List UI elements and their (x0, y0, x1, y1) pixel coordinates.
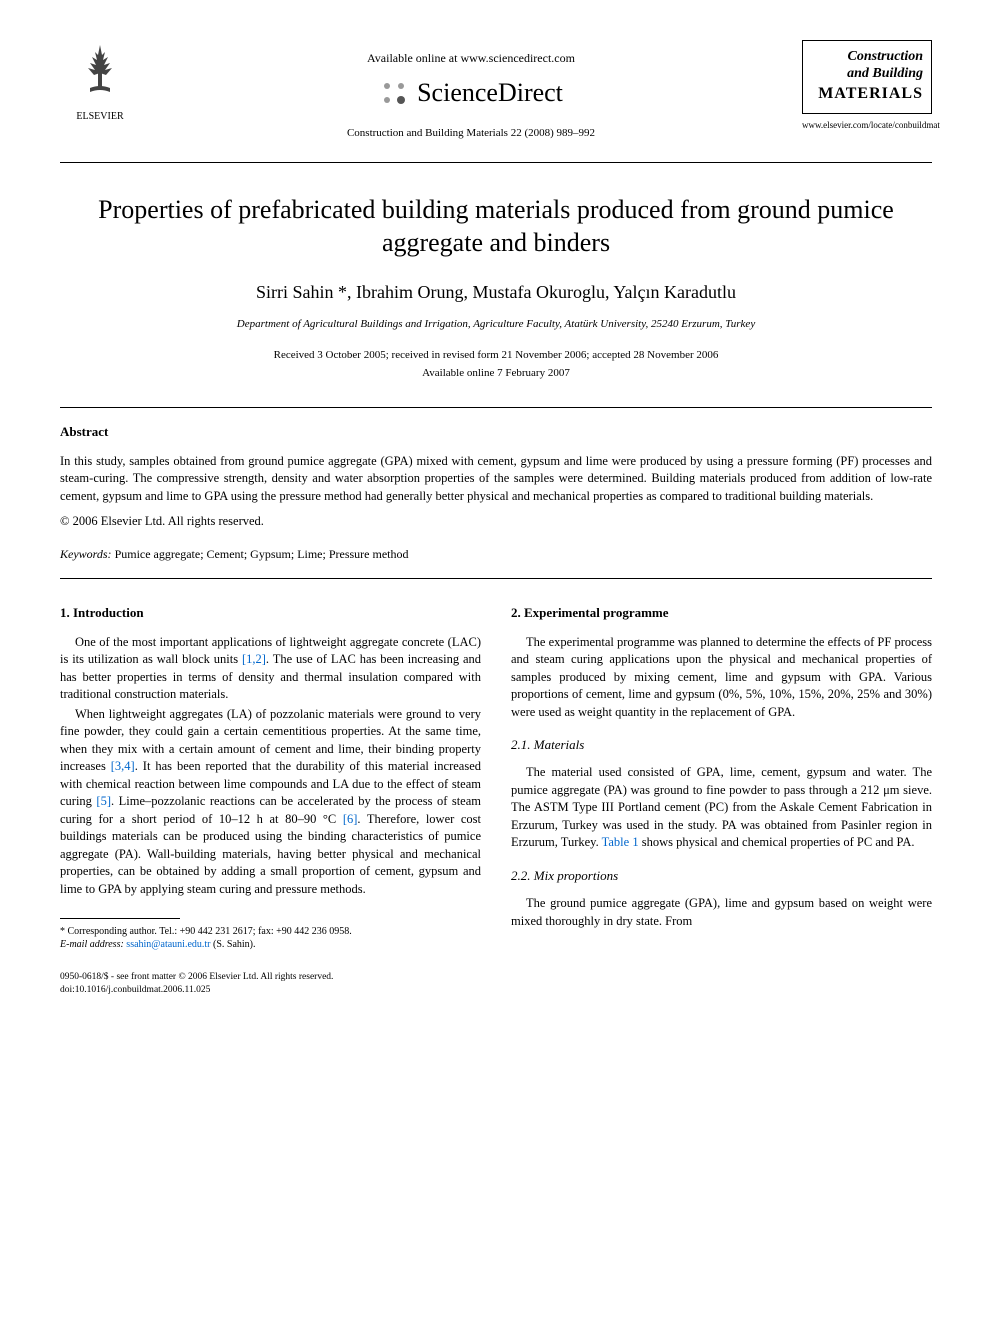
footnote-divider (60, 918, 180, 919)
mix-paragraph: The ground pumice aggregate (GPA), lime … (511, 895, 932, 930)
available-date: Available online 7 February 2007 (60, 366, 932, 381)
journal-reference: Construction and Building Materials 22 (… (140, 126, 802, 141)
elsevier-label: ELSEVIER (60, 110, 140, 124)
reference-link[interactable]: [1,2] (242, 652, 266, 666)
sciencedirect-text: ScienceDirect (417, 75, 563, 111)
abstract-heading: Abstract (60, 423, 932, 441)
available-online-text: Available online at www.sciencedirect.co… (140, 50, 802, 67)
journal-title-box: Construction and Building MATERIALS (802, 40, 932, 114)
materials-heading: 2.1. Materials (511, 736, 932, 754)
bottom-info: 0950-0618/$ - see front matter © 2006 El… (60, 971, 481, 996)
abstract-divider-top (60, 407, 932, 408)
header-divider (60, 162, 932, 163)
introduction-heading: 1. Introduction (60, 604, 481, 622)
received-dates: Received 3 October 2005; received in rev… (60, 348, 932, 363)
intro-paragraph-2: When lightweight aggregates (LA) of pozz… (60, 706, 481, 899)
intro-paragraph-1: One of the most important applications o… (60, 634, 481, 704)
paper-title: Properties of prefabricated building mat… (60, 193, 932, 261)
corresponding-text: * Corresponding author. Tel.: +90 442 23… (60, 925, 481, 938)
journal-title-line1: Construction (811, 49, 923, 66)
experimental-paragraph: The experimental programme was planned t… (511, 634, 932, 722)
journal-title-line2: and Building (811, 66, 923, 83)
body-columns: 1. Introduction One of the most importan… (60, 604, 932, 996)
keywords-label: Keywords: (60, 547, 112, 561)
sciencedirect-icon (379, 78, 409, 108)
elsevier-logo: ELSEVIER (60, 40, 140, 124)
keywords-text: Pumice aggregate; Cement; Gypsum; Lime; … (112, 547, 409, 561)
email-suffix: (S. Sahin). (211, 939, 256, 950)
affiliation: Department of Agricultural Buildings and… (60, 317, 932, 332)
authors: Sirri Sahin *, Ibrahim Orung, Mustafa Ok… (60, 280, 932, 305)
email-link[interactable]: ssahin@atauni.edu.tr (126, 939, 210, 950)
abstract-text: In this study, samples obtained from gro… (60, 453, 932, 506)
email-label: E-mail address: (60, 939, 124, 950)
keywords: Keywords: Pumice aggregate; Cement; Gyps… (60, 546, 932, 563)
reference-link[interactable]: [3,4] (111, 759, 135, 773)
issn-line: 0950-0618/$ - see front matter © 2006 El… (60, 971, 481, 983)
reference-link[interactable]: [5] (96, 794, 111, 808)
page-header: ELSEVIER Available online at www.science… (60, 40, 932, 142)
elsevier-tree-icon (70, 40, 130, 100)
sciencedirect-logo: ScienceDirect (140, 75, 802, 111)
center-header: Available online at www.sciencedirect.co… (140, 40, 802, 142)
left-column: 1. Introduction One of the most importan… (60, 604, 481, 996)
journal-cover: Construction and Building MATERIALS www.… (802, 40, 932, 132)
mix-proportions-heading: 2.2. Mix proportions (511, 867, 932, 885)
journal-url: www.elsevier.com/locate/conbuildmat (802, 119, 932, 132)
email-line: E-mail address: ssahin@atauni.edu.tr (S.… (60, 938, 481, 951)
right-column: 2. Experimental programme The experiment… (511, 604, 932, 996)
table-link[interactable]: Table 1 (602, 835, 639, 849)
materials-paragraph: The material used consisted of GPA, lime… (511, 764, 932, 852)
experimental-heading: 2. Experimental programme (511, 604, 932, 622)
doi-line: doi:10.1016/j.conbuildmat.2006.11.025 (60, 984, 481, 996)
body-divider (60, 578, 932, 579)
corresponding-author-footnote: * Corresponding author. Tel.: +90 442 23… (60, 925, 481, 951)
reference-link[interactable]: [6] (343, 812, 358, 826)
journal-title-line3: MATERIALS (811, 83, 923, 105)
abstract-copyright: © 2006 Elsevier Ltd. All rights reserved… (60, 513, 932, 531)
